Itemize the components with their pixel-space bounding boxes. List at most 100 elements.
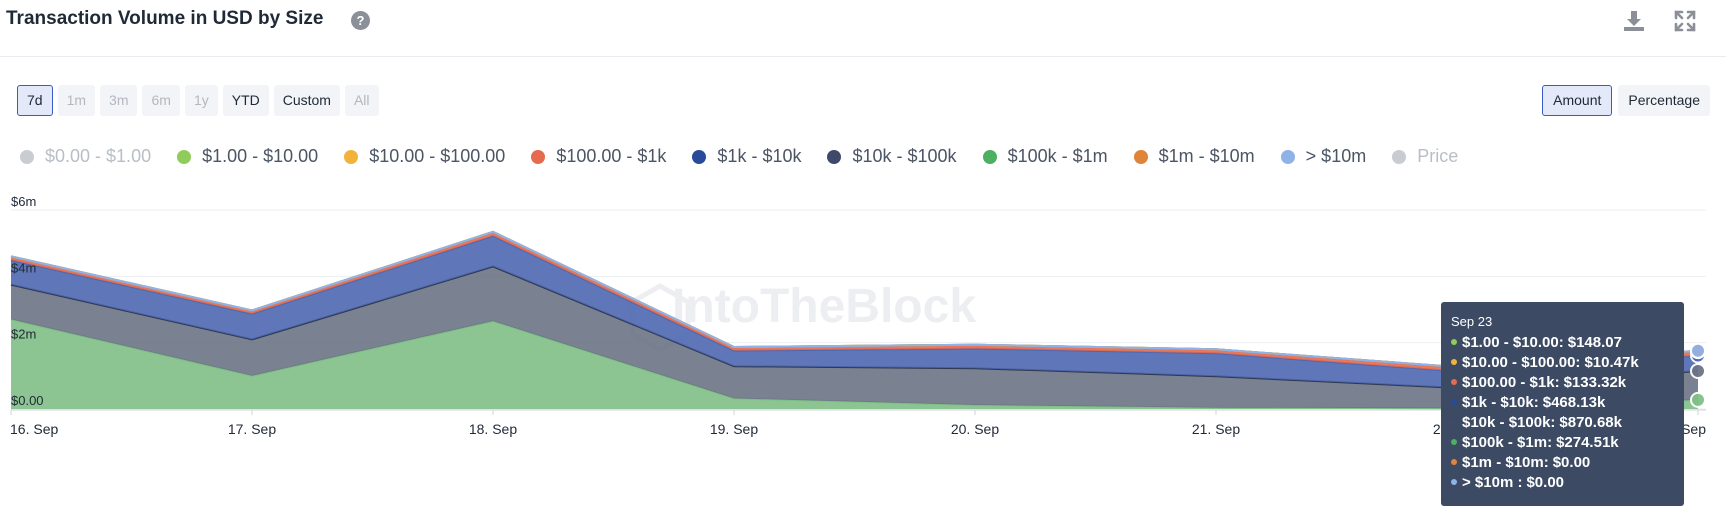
mode-selector: Amount Percentage <box>1542 85 1710 116</box>
series-marker <box>1690 391 1706 408</box>
legend-item[interactable]: $1.00 - $10.00 <box>177 146 318 167</box>
x-tick-label: 20. Sep <box>951 421 999 437</box>
legend-item[interactable]: $1k - $10k <box>692 146 801 167</box>
tooltip-dot <box>1451 479 1457 485</box>
area-series <box>11 266 1698 409</box>
tooltip-row: $100.00 - $1k: $133.32k <box>1451 372 1684 392</box>
legend-dot <box>1392 149 1407 164</box>
tooltip-value: $0.00 <box>1526 473 1565 491</box>
tooltip-value: $0.00 <box>1552 453 1591 471</box>
legend-item[interactable]: > $10m <box>1280 146 1367 167</box>
range-button-ytd[interactable]: YTD <box>222 85 269 116</box>
tooltip-dot <box>1451 339 1457 345</box>
tooltip-row: $10k - $100k: $870.68k <box>1451 412 1684 432</box>
range-button-1m[interactable]: 1m <box>57 85 96 116</box>
legend-label: $1.00 - $10.00 <box>202 146 319 166</box>
legend-dot <box>531 149 546 164</box>
tooltip-dot <box>1451 419 1457 425</box>
range-button-6m[interactable]: 6m <box>142 85 180 116</box>
legend-dot <box>344 149 359 164</box>
help-icon[interactable]: ? <box>351 11 370 30</box>
tooltip-dot <box>1451 399 1457 405</box>
x-tick-label: 16. Sep <box>10 421 58 437</box>
legend-label: Price <box>1417 146 1459 166</box>
tooltip-dot <box>1451 459 1457 465</box>
tooltip-label: $10k - $100k: <box>1462 413 1556 431</box>
tooltip-label: $1m - $10m: <box>1462 453 1549 471</box>
legend-label: $0.00 - $1.00 <box>45 146 152 166</box>
tooltip-label: $1k - $10k: <box>1462 393 1539 411</box>
tooltip-value: $133.32k <box>1563 373 1627 391</box>
chart-legend: $0.00 - $1.00 $1.00 - $10.00 $10.00 - $1… <box>20 146 1484 167</box>
range-button-7d[interactable]: 7d <box>17 85 53 116</box>
x-tick-label: 18. Sep <box>469 421 517 437</box>
legend-dot <box>827 149 842 164</box>
legend-item[interactable]: $10.00 - $100.00 <box>344 146 505 167</box>
legend-label: $100.00 - $1k <box>556 146 667 166</box>
legend-dot <box>982 149 997 164</box>
tooltip-row: $1k - $10k: $468.13k <box>1451 392 1684 412</box>
page-title: Transaction Volume in USD by Size <box>6 8 324 29</box>
percentage-button[interactable]: Percentage <box>1618 85 1710 116</box>
y-tick-label: $6m <box>11 194 36 209</box>
area-series <box>11 235 1698 388</box>
download-icon[interactable] <box>1621 8 1647 34</box>
amount-button[interactable]: Amount <box>1542 85 1613 116</box>
series-marker <box>1690 363 1706 380</box>
legend-item[interactable]: $100k - $1m <box>982 146 1108 167</box>
legend-item[interactable]: $1m - $10m <box>1133 146 1255 167</box>
x-tick-label: 21. Sep <box>1192 421 1240 437</box>
legend-item[interactable]: $100.00 - $1k <box>531 146 666 167</box>
y-tick-label: $4m <box>11 260 36 275</box>
legend-dot <box>177 149 192 164</box>
tooltip-label: $100k - $1m: <box>1462 433 1553 451</box>
series-line <box>10 230 1699 369</box>
tooltip-value: $468.13k <box>1542 393 1606 411</box>
legend-label: $10k - $100k <box>852 146 957 166</box>
tooltip-dot <box>1451 379 1457 385</box>
tooltip-row: $1.00 - $10.00: $148.07 <box>1451 332 1684 352</box>
range-button-custom[interactable]: Custom <box>273 85 340 116</box>
tooltip-row: $10.00 - $100.00: $10.47k <box>1451 352 1684 372</box>
expand-icon[interactable] <box>1672 8 1698 34</box>
legend-item[interactable]: Price <box>1392 146 1458 167</box>
tooltip-label: $10.00 - $100.00: <box>1462 353 1581 371</box>
legend-label: $1k - $10k <box>717 146 802 166</box>
chart-tooltip: Sep 23 $1.00 - $10.00: $148.07 $10.00 - $… <box>1441 302 1684 506</box>
tooltip-date: Sep 23 <box>1451 314 1493 329</box>
tooltip-dot <box>1451 439 1457 445</box>
tooltip-value: $148.07 <box>1567 333 1622 351</box>
legend-item[interactable]: $0.00 - $1.00 <box>20 146 151 167</box>
area-series <box>11 319 1698 409</box>
legend-dot <box>692 149 707 164</box>
x-tick-label: 19. Sep <box>710 421 758 437</box>
legend-label: $1m - $10m <box>1158 146 1255 166</box>
x-tick-label: 17. Sep <box>228 421 276 437</box>
tooltip-label: > $10m : <box>1462 473 1523 491</box>
header-divider <box>0 56 1726 57</box>
tooltip-value: $274.51k <box>1556 433 1619 451</box>
tooltip-row: > $10m : $0.00 <box>1451 472 1684 492</box>
legend-dot <box>20 149 34 164</box>
tooltip-label: $100.00 - $1k: <box>1462 373 1560 391</box>
tooltip-dot <box>1451 359 1457 365</box>
legend-dot <box>1280 149 1295 164</box>
range-selector: 7d 1m 3m 6m 1y YTD Custom All <box>17 85 379 116</box>
tooltip-row: $100k - $1m: $274.51k <box>1451 432 1684 452</box>
series-marker <box>1690 342 1706 359</box>
range-button-3m[interactable]: 3m <box>100 85 138 116</box>
y-tick-label: $0.00 <box>11 393 44 408</box>
legend-dot <box>1133 149 1148 164</box>
legend-label: $10.00 - $100.00 <box>369 146 506 166</box>
tooltip-value: $870.68k <box>1559 413 1622 431</box>
tooltip-row: $1m - $10m: $0.00 <box>1451 452 1684 472</box>
legend-label: > $10m <box>1305 146 1367 166</box>
range-button-all[interactable]: All <box>344 85 379 116</box>
watermark-text: IntoTheBlock <box>672 280 976 333</box>
legend-label: $100k - $1m <box>1007 146 1108 166</box>
tooltip-value: $10.47k <box>1584 353 1639 371</box>
range-button-1y[interactable]: 1y <box>184 85 218 116</box>
y-tick-label: $2m <box>11 327 36 342</box>
legend-item[interactable]: $10k - $100k <box>827 146 957 167</box>
